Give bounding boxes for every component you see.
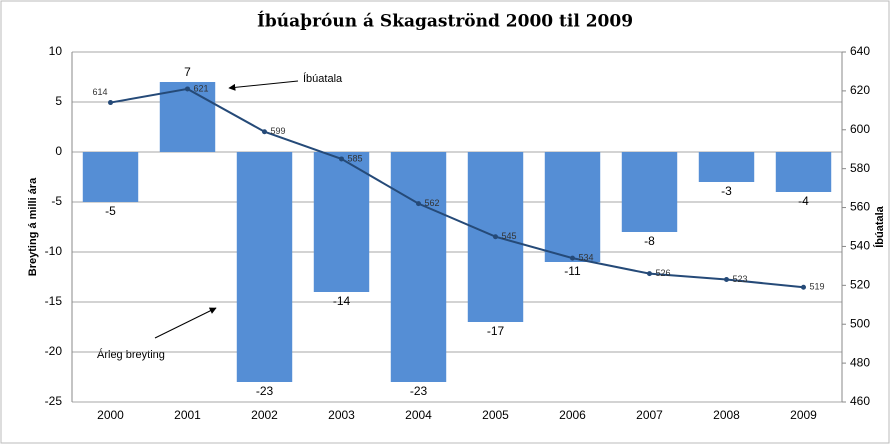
data-label: -17 [487, 324, 505, 338]
annotation-arrow [228, 80, 299, 91]
data-label: -14 [333, 294, 351, 308]
point [108, 100, 113, 106]
annotation: Árleg breyting [97, 348, 165, 361]
point [493, 234, 498, 240]
bar [698, 152, 755, 182]
bar [390, 152, 447, 382]
bar [621, 152, 678, 232]
y2-tick-label: 460 [850, 394, 870, 408]
annotation-arrow [154, 307, 217, 339]
data-label: -23 [410, 384, 428, 398]
line [110, 87, 804, 289]
y-tick-label: -20 [45, 344, 63, 358]
data-label: 621 [194, 83, 209, 93]
y-axis-label: Breyting á milli ára [27, 177, 39, 276]
bar [236, 152, 293, 382]
bar [313, 152, 370, 292]
y2-tick-label: 620 [850, 83, 870, 97]
y2-tick-label: 520 [850, 278, 870, 292]
y2-tick-label: 540 [850, 239, 870, 253]
x-tick-label: 2009 [790, 408, 817, 422]
point [647, 271, 652, 277]
point [570, 255, 575, 261]
point [416, 201, 421, 207]
y-tick-label: -15 [45, 294, 63, 308]
y-tick-label: 5 [55, 94, 62, 108]
x-tick-label: 2004 [405, 408, 432, 422]
y2-tick-label: 500 [850, 316, 870, 330]
data-label: -5 [105, 204, 116, 218]
data-label: 599 [271, 126, 286, 136]
x-tick-label: 2006 [559, 408, 586, 422]
x-tick-label: 2002 [251, 408, 278, 422]
point [724, 277, 729, 282]
x-tick-label: 2003 [328, 408, 355, 422]
data-label: -23 [256, 384, 274, 398]
data-label: 519 [810, 282, 825, 292]
y-tick-label: 10 [49, 44, 63, 58]
bar [82, 152, 139, 202]
x-tick-label: 2001 [174, 408, 201, 422]
y2-tick-label: 560 [850, 200, 870, 214]
y2-tick-label: 640 [850, 44, 870, 58]
data-label: -4 [798, 194, 809, 208]
point [185, 86, 190, 92]
bar [159, 82, 216, 152]
x-tick-label: 2000 [97, 408, 124, 422]
y2-axis-label: Íbúatala [873, 205, 886, 247]
x-tick-label: 2005 [482, 408, 509, 422]
y-tick-label: -25 [45, 394, 63, 408]
data-label: 534 [579, 252, 594, 262]
y2-tick-label: 480 [850, 355, 870, 369]
data-label: -8 [644, 234, 655, 248]
chart-title: Íbúaþróun á Skagaströnd 2000 til 2009 [257, 11, 633, 32]
data-label: 7 [184, 65, 191, 79]
point [262, 129, 267, 135]
data-label: 585 [348, 153, 363, 163]
data-label: -3 [721, 184, 732, 198]
point [801, 284, 806, 290]
data-label: -11 [564, 264, 581, 278]
bar [775, 152, 832, 192]
data-label: 614 [92, 87, 107, 97]
y2-tick-label: 600 [850, 122, 870, 136]
point [339, 156, 344, 162]
data-label: 526 [656, 268, 671, 278]
x-tick-label: 2007 [636, 408, 663, 422]
data-label: 545 [502, 231, 517, 241]
x-tick-label: 2008 [713, 408, 740, 422]
annotation: Íbúatala [303, 72, 343, 85]
data-label: 562 [425, 198, 440, 208]
data-label: 523 [733, 274, 748, 284]
y2-tick-label: 580 [850, 161, 870, 175]
y-tick-label: -10 [45, 244, 63, 258]
bar [544, 152, 601, 262]
y-tick-label: 0 [55, 144, 62, 158]
y-tick-label: -5 [51, 194, 62, 208]
